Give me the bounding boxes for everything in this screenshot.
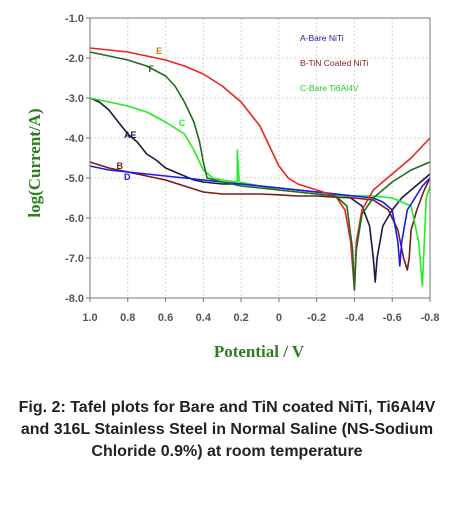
legend-entry: C-Bare Ti6Al4V bbox=[300, 83, 359, 93]
x-tick-label: 0.6 bbox=[158, 312, 173, 324]
y-tick-label: -6.0 bbox=[65, 213, 84, 225]
x-tick-label: -0.2 bbox=[307, 312, 326, 324]
x-tick-label: 0.8 bbox=[120, 312, 135, 324]
x-tick-label: 0 bbox=[276, 312, 282, 324]
y-tick-label: -3.0 bbox=[65, 93, 84, 105]
x-tick-label: 0.2 bbox=[233, 312, 248, 324]
curve-label-f: F bbox=[149, 64, 155, 74]
curve-label-e: E bbox=[156, 46, 162, 56]
x-tick-label: -0.4 bbox=[345, 312, 365, 324]
y-tick-label: -5.0 bbox=[65, 173, 84, 185]
plot-frame bbox=[89, 17, 431, 299]
y-tick-label: -1.0 bbox=[65, 13, 84, 25]
series-line-e bbox=[89, 47, 431, 291]
curve-label-a: AE bbox=[124, 130, 137, 140]
legend-entry: A-Bare NiTi bbox=[300, 33, 344, 43]
legend: A-Bare NiTi B-TiN Coated NiTi C-Bare Ti6Al… bbox=[300, 33, 368, 93]
x-axis-title: Potential / V bbox=[214, 342, 305, 361]
y-tick-label: -4.0 bbox=[65, 133, 84, 145]
curve-label-b: B bbox=[116, 161, 123, 171]
curve-label-d: D bbox=[124, 172, 131, 182]
x-tick-label: 1.0 bbox=[82, 312, 97, 324]
y-axis-title: log(Current/A) bbox=[25, 108, 44, 217]
series-line-d bbox=[89, 165, 431, 267]
curve-labels: AE B C D EF bbox=[116, 46, 185, 182]
series-group bbox=[89, 47, 431, 291]
x-tick-label: -0.6 bbox=[383, 312, 402, 324]
series-line-b bbox=[89, 161, 431, 271]
x-tick-label: -0.8 bbox=[421, 312, 440, 324]
figure-caption: Fig. 2: Tafel plots for Bare and TiN coa… bbox=[18, 399, 436, 460]
tafel-chart: AE B C D EF A-Bare NiTi B-TiN Coated NiTi C-Ba… bbox=[25, 13, 439, 361]
y-tick-label: -7.0 bbox=[65, 253, 84, 265]
y-tick-label: -2.0 bbox=[65, 53, 84, 65]
y-tick-label: -8.0 bbox=[65, 293, 84, 305]
tick-labels: 1.0 0.8 0.6 0.4 0.2 0 -0.2 -0.4 -0.6 -0.8 -1.0 -2.0… bbox=[65, 13, 439, 324]
curve-label-c: C bbox=[179, 118, 186, 128]
series-line-f bbox=[89, 51, 431, 291]
legend-entry: B-TiN Coated NiTi bbox=[300, 58, 368, 68]
grid bbox=[89, 17, 431, 299]
x-tick-label: 0.4 bbox=[196, 312, 212, 324]
